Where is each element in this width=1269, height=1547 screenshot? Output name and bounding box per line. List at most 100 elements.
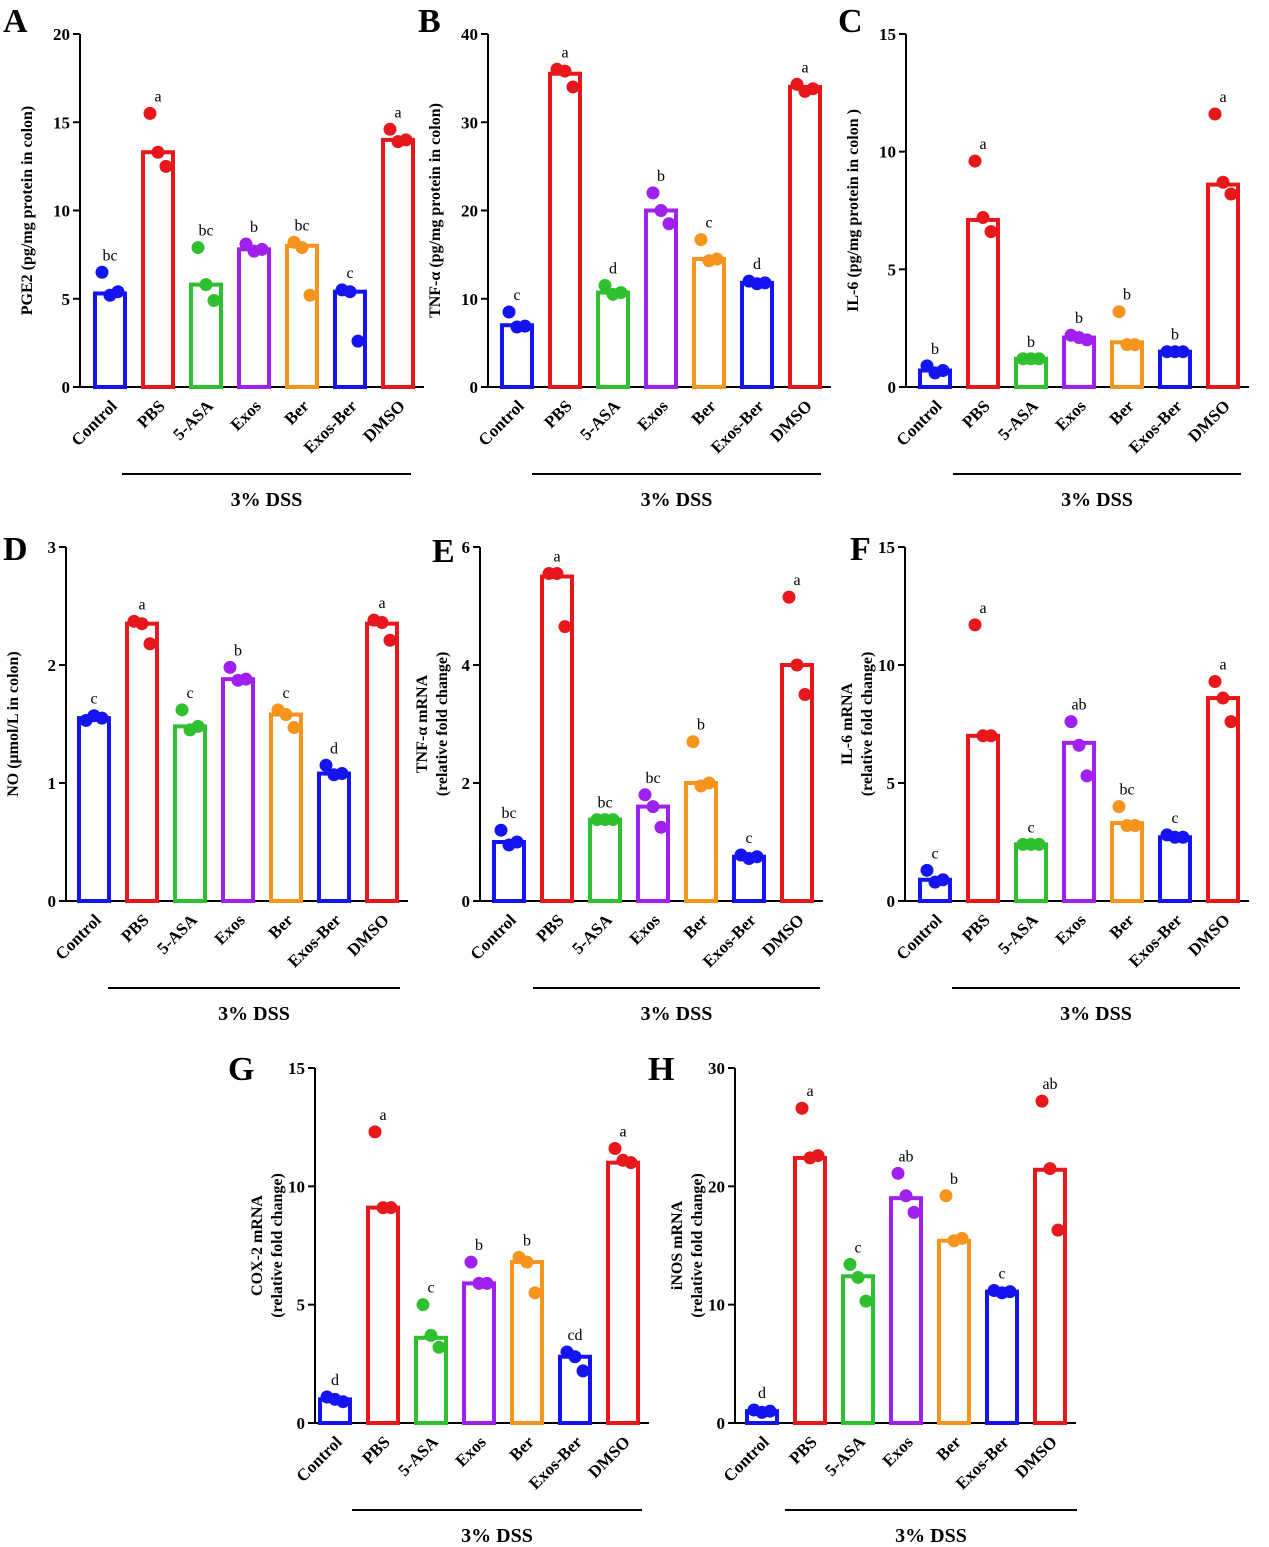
- bar-5-asa: [596, 290, 630, 390]
- x-tick-label: 5-ASA: [576, 396, 624, 444]
- y-tick-label: 5: [888, 260, 897, 279]
- data-point: [795, 1101, 809, 1115]
- panel-G: G 0 5 10 15 COX-2 mRNA (relative fold change) d…: [228, 1051, 649, 1547]
- data-point: [859, 1294, 873, 1308]
- x-tick-label: Exos-Ber: [1125, 910, 1186, 971]
- panel-H: H 0 10 20 30 iNOS mRNA (relative fold change) d…: [648, 1051, 1077, 1547]
- x-tick-label: Control: [475, 396, 528, 449]
- significance-letter: d: [609, 261, 617, 278]
- x-tick-label: Ber: [281, 396, 313, 428]
- y-tick-label: 10: [879, 143, 896, 162]
- data-point: [1216, 691, 1230, 705]
- data-point: [1064, 715, 1078, 729]
- bar-ber: [937, 1238, 971, 1426]
- y-tick-label: 15: [288, 1059, 305, 1078]
- data-point: [295, 241, 309, 255]
- data-point: [576, 1364, 590, 1378]
- data-point: [939, 1189, 953, 1203]
- significance-letter: c: [998, 1265, 1005, 1282]
- bar-dmso: [381, 137, 415, 389]
- group-label: 3% DSS: [1061, 489, 1133, 511]
- data-point: [1112, 800, 1126, 814]
- data-point: [111, 285, 125, 299]
- data-point: [646, 186, 660, 200]
- data-point: [159, 159, 173, 173]
- x-tick-label: Ber: [265, 910, 297, 942]
- significance-letter: cd: [567, 1327, 582, 1344]
- significance-letter: a: [138, 596, 145, 613]
- x-tick-label: Exos: [1052, 396, 1090, 434]
- data-point: [624, 1156, 638, 1170]
- data-point: [806, 82, 820, 96]
- panel-letter: H: [648, 1051, 674, 1088]
- panel-letter: A: [3, 3, 28, 40]
- data-point: [566, 80, 580, 94]
- significance-letter: c: [931, 845, 938, 862]
- significance-letter: c: [1171, 810, 1178, 827]
- significance-letter: a: [553, 549, 560, 566]
- x-tick-label: 5-ASA: [169, 396, 217, 444]
- data-point: [175, 703, 189, 717]
- x-tick-label: Exos-Ber: [525, 1432, 586, 1493]
- x-tick-label: DMSO: [359, 396, 408, 445]
- x-tick-label: PBS: [133, 396, 168, 431]
- y-tick-label: 10: [53, 202, 70, 221]
- bar-ber: [692, 257, 726, 390]
- x-tick-label: DMSO: [343, 910, 392, 959]
- y-tick-label: 30: [461, 113, 478, 132]
- significance-letter: a: [619, 1123, 626, 1140]
- data-point: [1208, 675, 1222, 689]
- significance-letter: c: [186, 685, 193, 702]
- data-point: [375, 616, 389, 630]
- significance-letter: d: [330, 740, 338, 757]
- bar-exos: [889, 1196, 923, 1425]
- data-point: [335, 767, 349, 781]
- x-tick-label: Exos-Ber: [300, 396, 361, 457]
- data-point: [528, 1286, 542, 1300]
- data-point: [343, 285, 357, 299]
- y-axis-label: iNOS mRNA: [669, 1200, 686, 1290]
- data-point: [303, 288, 317, 302]
- x-tick-label: Exos-Ber: [1125, 396, 1186, 457]
- data-point: [432, 1340, 446, 1354]
- significance-letter: c: [745, 830, 752, 847]
- significance-letter: b: [475, 1237, 483, 1254]
- significance-letter: ab: [1071, 697, 1086, 714]
- y-tick-label: 5: [62, 290, 71, 309]
- data-point: [151, 145, 165, 159]
- data-point: [763, 1404, 777, 1418]
- y-tick-label: 3: [48, 538, 57, 557]
- data-point: [891, 1166, 905, 1180]
- significance-letter: bc: [645, 770, 660, 787]
- y-tick-label: 0: [470, 378, 479, 397]
- bar-exos: [644, 208, 678, 389]
- significance-letter: a: [561, 44, 568, 61]
- panel-F: F 0 5 10 15 IL-6 mRNA (relative fold change) c C…: [839, 531, 1249, 1025]
- bar-control: [500, 323, 534, 390]
- y-axis-label: TNF-α (pg/mg protein in colon): [427, 103, 444, 318]
- bar-ber: [684, 781, 718, 903]
- significance-letter: d: [753, 256, 761, 273]
- bar-exos-ber: [985, 1289, 1019, 1426]
- y-tick-label: 20: [708, 1177, 725, 1196]
- x-tick-label: Exos-Ber: [699, 910, 760, 971]
- y-tick-label: 0: [297, 1414, 306, 1433]
- group-label: 3% DSS: [641, 1003, 713, 1025]
- y-tick-label: 0: [62, 378, 71, 397]
- data-point: [614, 286, 628, 300]
- data-point: [368, 1125, 382, 1139]
- data-point: [984, 225, 998, 239]
- panel-letter: G: [228, 1051, 254, 1088]
- data-point: [399, 133, 413, 147]
- data-point: [95, 265, 109, 279]
- data-point: [1043, 1162, 1057, 1176]
- significance-letter: a: [793, 572, 800, 589]
- data-point: [558, 64, 572, 78]
- x-tick-label: Exos-Ber: [952, 1432, 1013, 1493]
- significance-letter: b: [234, 642, 242, 659]
- data-point: [790, 658, 804, 672]
- y-tick-label: 4: [462, 656, 471, 675]
- panel-letter: F: [850, 531, 871, 568]
- y-axis-label: IL-6 (pg/mg protein in colon ): [845, 109, 862, 312]
